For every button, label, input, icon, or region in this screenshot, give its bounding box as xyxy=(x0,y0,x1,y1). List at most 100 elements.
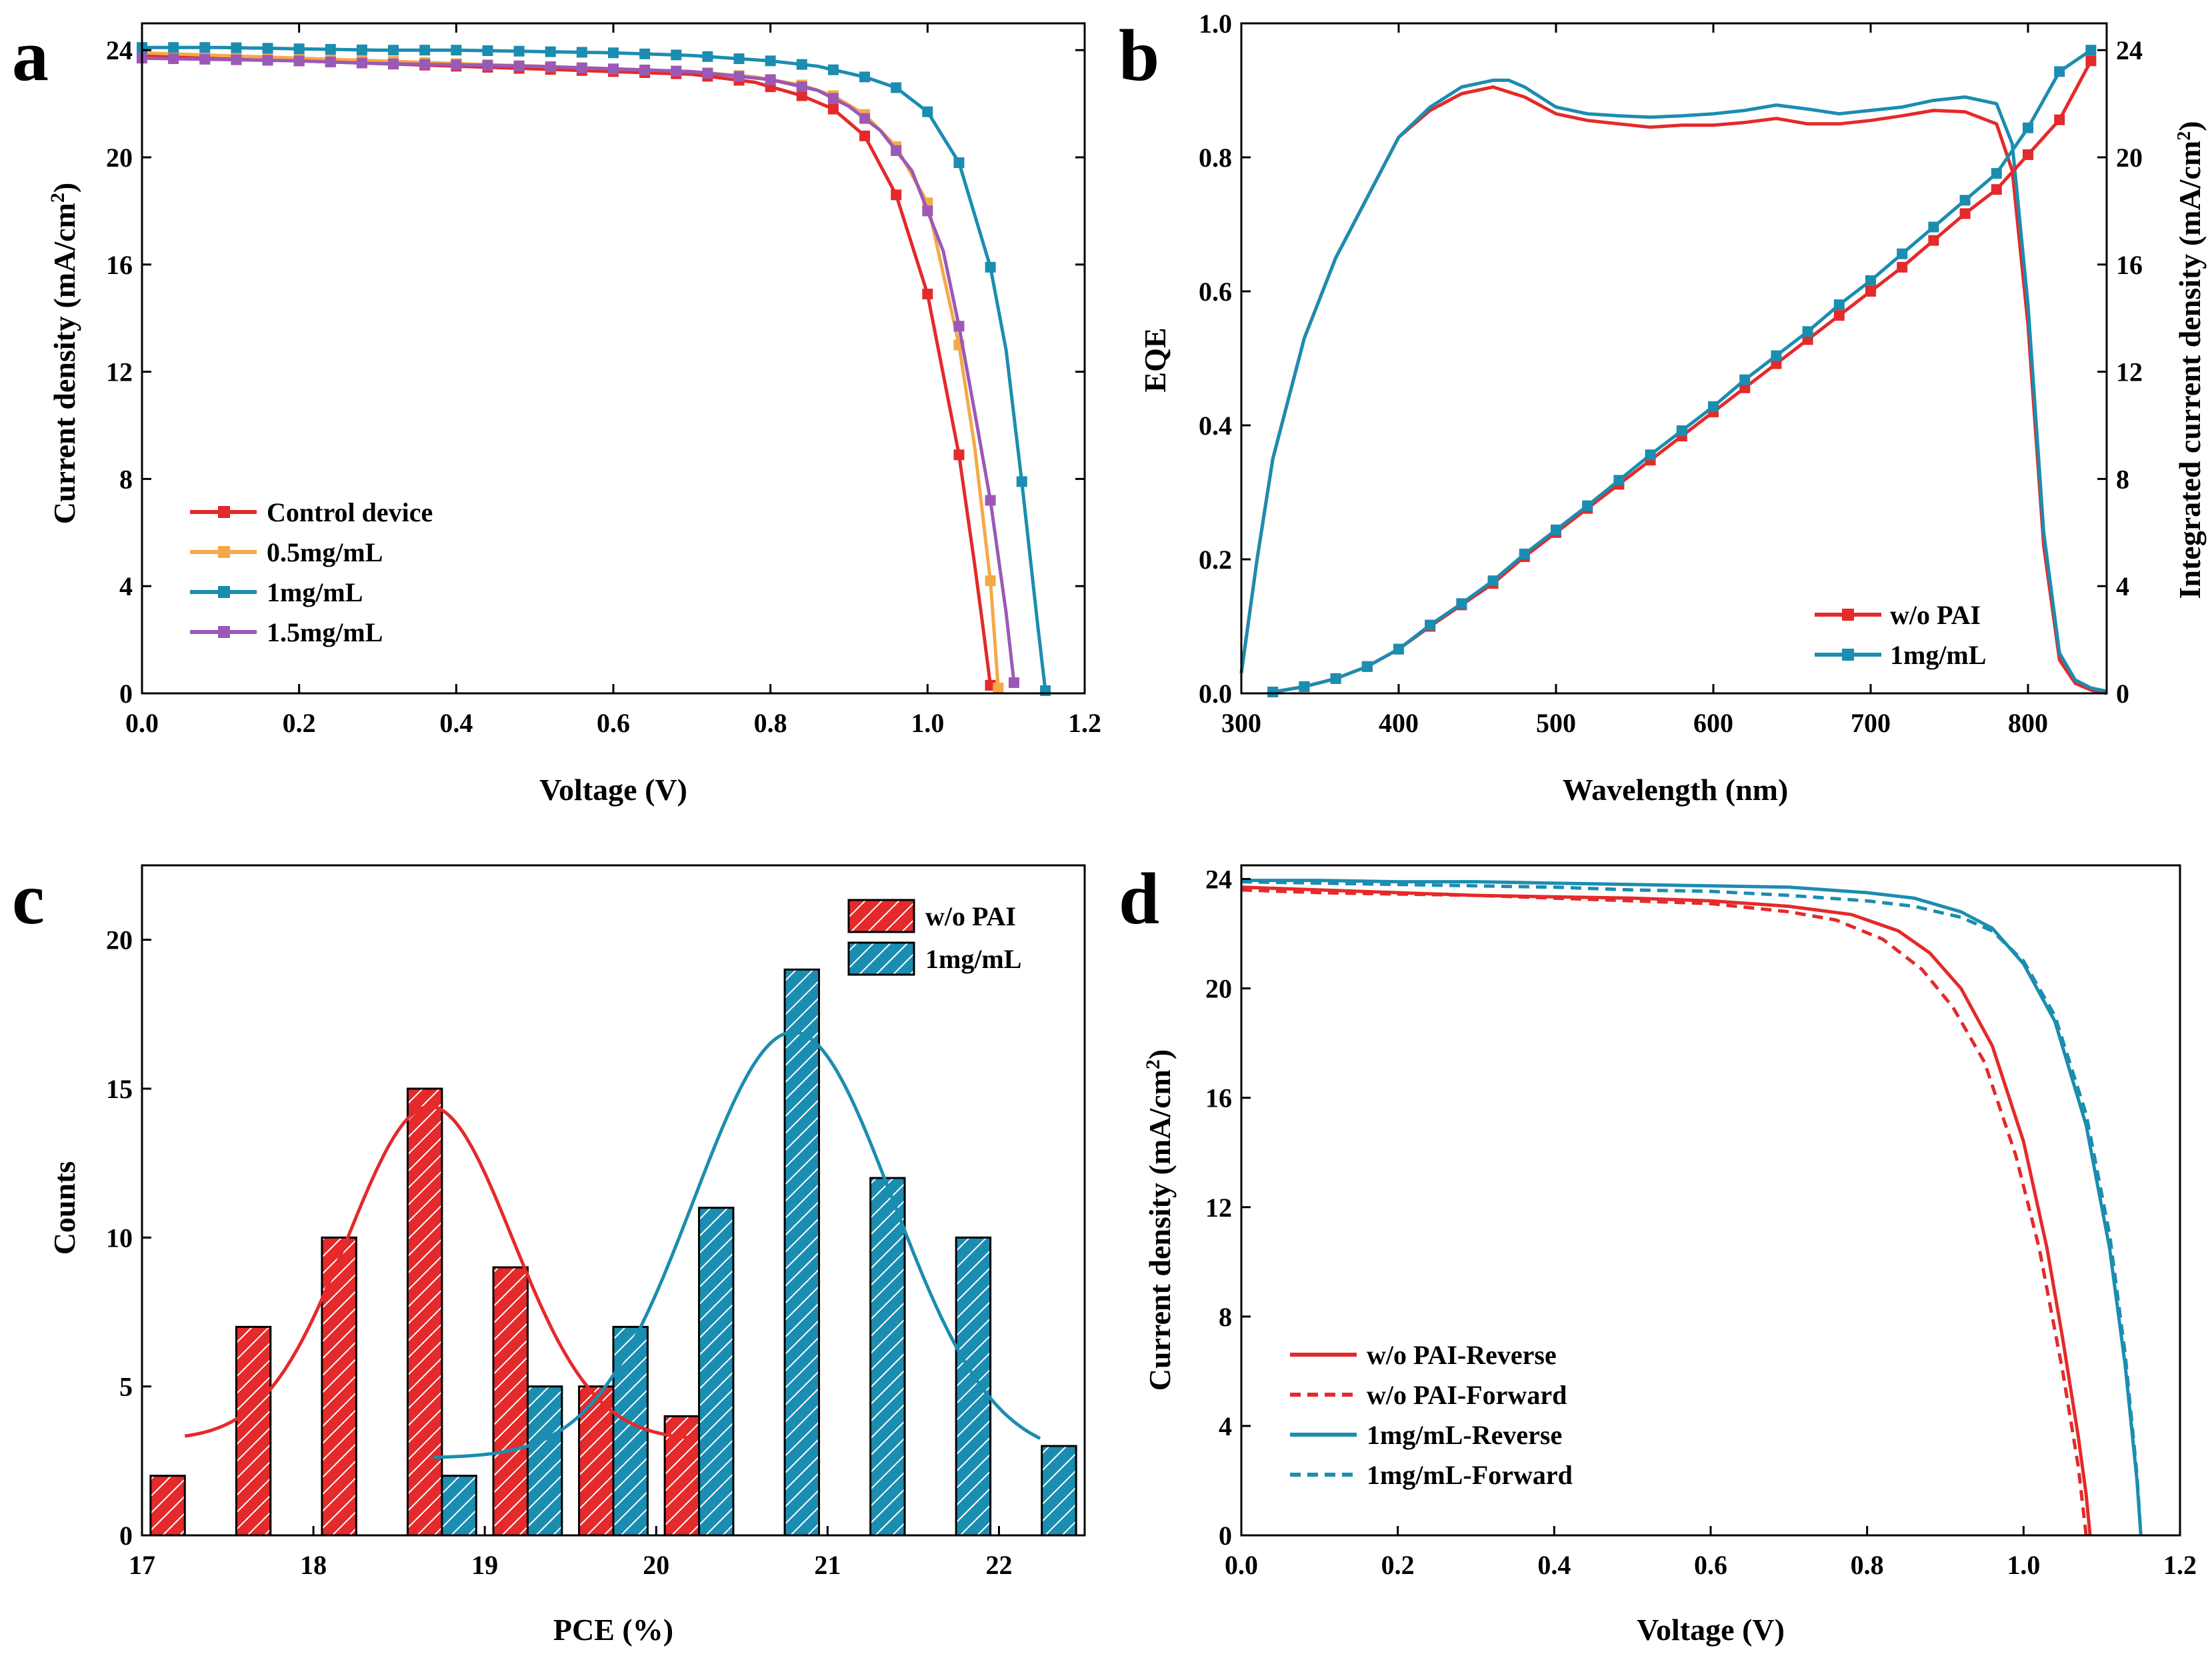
series-marker xyxy=(1802,334,1813,345)
legend-label: w/o PAI-Reverse xyxy=(1367,1340,1557,1370)
series-marker xyxy=(576,47,587,58)
x-tick-label: 0.4 xyxy=(439,708,473,738)
series-marker xyxy=(702,51,713,62)
y-tick-label: 16 xyxy=(106,250,133,280)
histogram-bar xyxy=(1041,1445,1077,1537)
series-marker xyxy=(1582,500,1593,511)
series-line-3 xyxy=(1241,880,2143,1536)
panel-c-letter: c xyxy=(12,858,45,939)
series-marker xyxy=(891,82,902,93)
series-marker xyxy=(1928,221,1939,233)
series-marker xyxy=(451,59,462,71)
series-marker xyxy=(576,62,587,73)
panel-a-plot xyxy=(137,42,1051,696)
panel-d: d 0.0 0.2 0.4 0.6 0.8 1.0 1.2 0 4 8 12 16 20 24 Volta… xyxy=(1119,858,2197,1647)
series-marker xyxy=(545,61,556,73)
series-marker xyxy=(356,44,367,55)
series-marker xyxy=(1802,326,1813,337)
series-marker xyxy=(891,145,902,156)
legend-marker xyxy=(1842,649,1854,661)
series-marker xyxy=(796,90,807,101)
x-tick-label: 0.0 xyxy=(125,708,159,738)
legend-label: 1mg/mL xyxy=(925,944,1021,974)
panel-c-legend: w/o PAI 1mg/mL xyxy=(847,899,1021,976)
y-tick-label: 0.4 xyxy=(1199,411,1232,441)
series-marker xyxy=(859,71,871,83)
x-tick-label: 1.0 xyxy=(911,708,944,738)
panel-b-letter: b xyxy=(1119,15,1159,96)
series-marker xyxy=(356,57,367,69)
legend-label: w/o PAI-Forward xyxy=(1367,1380,1567,1410)
y-tick-label: 20 xyxy=(106,143,133,173)
y-right-tick-label: 12 xyxy=(2116,357,2143,387)
histogram-bar xyxy=(612,1325,649,1537)
gaussian-fit-1 xyxy=(433,1030,1041,1459)
series-marker xyxy=(733,53,745,65)
series-marker xyxy=(1833,299,1845,311)
x-tick-label: 19 xyxy=(471,1550,498,1580)
panel-b-ylabel-right: Integrated current density (mA/cm2) xyxy=(2173,121,2207,599)
series-marker xyxy=(1897,248,1908,259)
series-marker xyxy=(891,189,902,201)
legend-swatch xyxy=(847,899,915,933)
series-marker xyxy=(1487,575,1499,587)
y-tick-label: 16 xyxy=(1205,1083,1232,1113)
panel-b: b 300 400 500 600 700 800 0.0 0.2 0.4 0.6 0.8 1.0 0 4… xyxy=(1119,9,2207,807)
series-line-1 xyxy=(1239,78,2107,693)
y-tick-label: 20 xyxy=(1205,974,1232,1004)
panel-a-ylabel: Current density (mA/cm2) xyxy=(47,183,82,524)
series-marker xyxy=(639,64,651,75)
legend-label: 1.5mg/mL xyxy=(267,617,383,647)
panel-d-ylabel: Current density (mA/cm2) xyxy=(1142,1049,1177,1391)
y-tick-label: 10 xyxy=(106,1223,133,1253)
y-tick-label: 15 xyxy=(106,1074,133,1104)
x-tick-label: 0.4 xyxy=(1537,1550,1571,1580)
x-tick-label: 17 xyxy=(129,1550,155,1580)
series-marker xyxy=(1425,619,1436,631)
x-tick-label: 0.6 xyxy=(597,708,630,738)
series-marker xyxy=(199,42,211,53)
panel-b-xlabel: Wavelength (nm) xyxy=(1563,773,1789,807)
series-marker xyxy=(293,43,305,55)
x-tick-label: 300 xyxy=(1221,708,1261,738)
series-marker xyxy=(953,321,965,332)
x-tick-label: 0.8 xyxy=(754,708,787,738)
series-marker xyxy=(325,56,336,67)
series-marker xyxy=(859,113,871,124)
series-marker xyxy=(765,74,776,85)
x-tick-label: 1.2 xyxy=(1068,708,1101,738)
series-marker xyxy=(1739,382,1751,393)
legend-label: 1mg/mL xyxy=(267,577,363,607)
series-marker xyxy=(388,58,399,69)
series-marker xyxy=(639,48,651,59)
series-marker xyxy=(419,59,431,70)
series-marker xyxy=(293,55,305,67)
panel-d-xlabel: Voltage (V) xyxy=(1637,1613,1785,1647)
y-tick-label: 0 xyxy=(1219,1521,1232,1551)
legend-label: w/o PAI xyxy=(925,901,1016,931)
series-marker xyxy=(796,59,807,70)
x-tick-label: 21 xyxy=(814,1550,841,1580)
panel-c-xlabel: PCE (%) xyxy=(553,1613,673,1647)
legend-marker xyxy=(218,506,230,518)
series-marker xyxy=(1865,286,1876,297)
series-marker xyxy=(796,81,807,93)
panel-a-legend: Control device 0.5mg/mL 1mg/mL 1.5mg/mL xyxy=(190,497,433,647)
x-tick-label: 500 xyxy=(1536,708,1576,738)
series-marker xyxy=(482,45,493,57)
x-tick-label: 0.8 xyxy=(1851,1550,1884,1580)
series-marker xyxy=(859,130,871,141)
legend-label: 1mg/mL-Forward xyxy=(1367,1460,1573,1490)
histogram-bar xyxy=(492,1266,529,1537)
panel-b-frame xyxy=(1240,22,2108,695)
panel-c-ylabel: Counts xyxy=(47,1161,81,1255)
series-marker xyxy=(2023,149,2033,160)
series-marker xyxy=(922,106,933,117)
gaussian-fit-0 xyxy=(184,1105,689,1439)
series-marker xyxy=(827,64,839,75)
x-tick-label: 1.0 xyxy=(2007,1550,2040,1580)
x-tick-label: 0.2 xyxy=(283,708,316,738)
x-tick-label: 1.2 xyxy=(2163,1550,2197,1580)
series-marker xyxy=(1865,275,1876,286)
series-marker xyxy=(419,45,431,56)
